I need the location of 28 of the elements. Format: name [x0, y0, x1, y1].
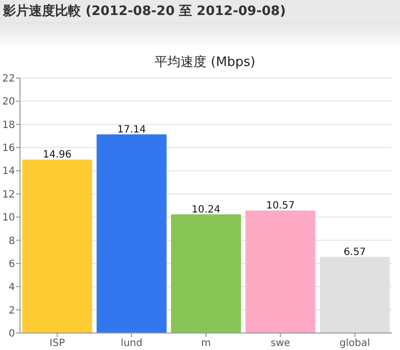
y-tick-label: 6 [8, 258, 15, 270]
y-tick-label: 16 [2, 143, 15, 154]
y-tick-label: 0 [8, 328, 15, 340]
x-tick-label: swe [270, 338, 290, 349]
y-tick-label: 12 [2, 189, 15, 200]
y-tick-label: 20 [2, 96, 15, 108]
y-tick-label: 10 [2, 212, 15, 224]
bar [171, 214, 241, 333]
chart-subtitle: 平均速度 (Mbps) [154, 54, 256, 70]
x-tick-label: lund [120, 338, 143, 349]
data-label: 10.57 [266, 200, 295, 212]
y-tick-label: 22 [2, 74, 15, 84]
data-label: 17.14 [117, 124, 146, 136]
data-label: 10.24 [192, 204, 220, 216]
x-tick-label: ISP [50, 338, 65, 349]
y-tick-label: 18 [2, 120, 15, 131]
y-tick-label: 4 [8, 282, 15, 294]
bar [22, 160, 92, 333]
data-label: 14.96 [42, 150, 72, 161]
y-tick-label: 2 [8, 305, 15, 316]
bar [96, 134, 167, 333]
bar [245, 210, 316, 333]
x-tick-label: global [340, 338, 370, 349]
x-tick-label: m [201, 338, 211, 349]
y-tick-label: 14 [2, 166, 15, 178]
data-label: 6.57 [344, 246, 366, 258]
y-tick-label: 8 [8, 236, 15, 247]
chart-title: 影片速度比較 (2012-08-20 至 2012-09-08) [2, 3, 286, 19]
